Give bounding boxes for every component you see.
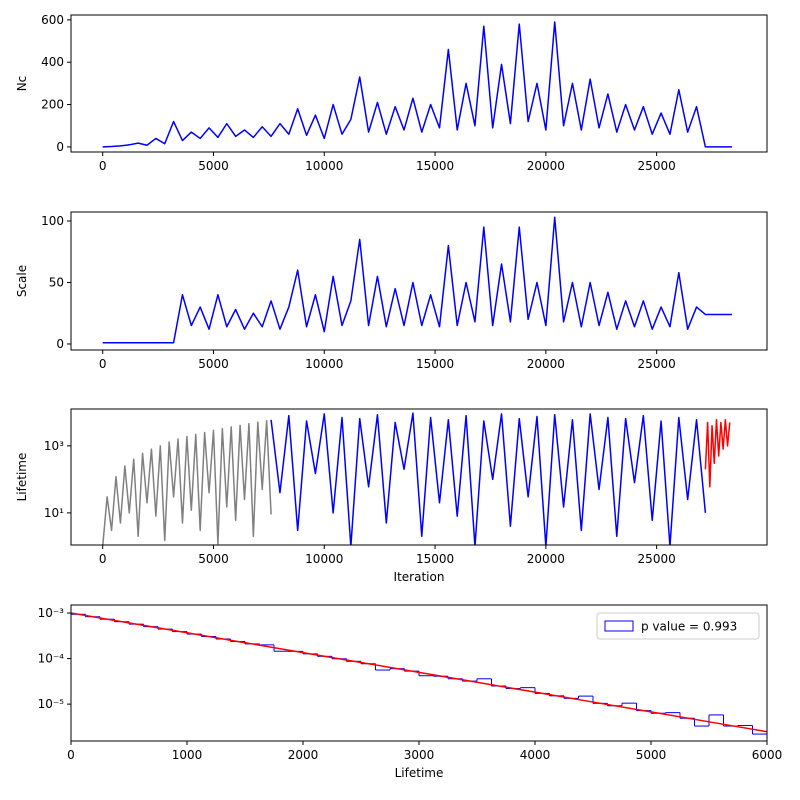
x-tick-label: 25000	[638, 159, 676, 173]
subplot: 0 5000 10000 15000 20000 25000 0 50 100 Scale	[15, 211, 768, 371]
plot-area	[71, 612, 767, 741]
x-tick-label: 25000	[638, 357, 676, 371]
series-line	[270, 412, 707, 545]
plot-area	[102, 412, 731, 545]
axes-frame	[70, 408, 768, 546]
x-tick-label: 15000	[416, 552, 454, 566]
x-tick-label: 15000	[416, 357, 454, 371]
legend: p value = 0.993	[596, 612, 760, 640]
series-line	[102, 21, 732, 148]
x-axis-label: Iteration	[394, 570, 445, 584]
axes-frame	[70, 14, 768, 153]
x-tick-label: 0	[99, 552, 107, 566]
x-tick-label: 5000	[198, 552, 229, 566]
plot-area	[102, 21, 732, 148]
series-line	[102, 420, 272, 545]
x-tick-label: 0	[99, 357, 107, 371]
y-tick-label: 0	[56, 140, 64, 154]
x-tick-label: 5000	[636, 748, 667, 762]
y-axis-label: Nc	[15, 76, 29, 92]
y-tick-label: 50	[49, 275, 64, 289]
series-line	[704, 419, 731, 488]
subplot: 0 5000 10000 15000 20000 25000 10¹ 10³ Lifetime I…	[15, 408, 768, 584]
y-tick-label: 400	[41, 55, 64, 69]
x-tick-label: 20000	[527, 357, 565, 371]
x-tick-label: 5000	[198, 159, 229, 173]
x-tick-label: 0	[67, 748, 75, 762]
series-line	[102, 216, 732, 344]
legend-label: p value = 0.993	[641, 620, 737, 634]
axes-frame	[70, 604, 768, 742]
x-axis-label: Lifetime	[395, 766, 444, 780]
x-tick-label: 1000	[172, 748, 203, 762]
x-tick-label: 4000	[520, 748, 551, 762]
y-tick-label: 10³	[44, 439, 64, 453]
y-tick-label: 600	[41, 13, 64, 27]
x-tick-label: 5000	[198, 357, 229, 371]
y-axis-label: Scale	[15, 265, 29, 297]
x-tick-label: 20000	[527, 552, 565, 566]
subplot: 0 5000 10000 15000 20000 25000 0 200 400 600 Nc	[15, 13, 768, 173]
y-tick-label: 10⁻⁴	[38, 652, 65, 666]
x-tick-label: 15000	[416, 159, 454, 173]
y-tick-label: 10¹	[44, 506, 64, 520]
y-tick-label: 0	[56, 337, 64, 351]
y-tick-label: 200	[41, 98, 64, 112]
x-tick-label: 20000	[527, 159, 565, 173]
x-tick-label: 3000	[404, 748, 435, 762]
axes-frame	[70, 211, 768, 351]
legend-frame	[596, 612, 760, 640]
fit-line	[71, 612, 767, 733]
y-axis-label: Lifetime	[15, 453, 29, 502]
y-tick-label: 10⁻³	[38, 606, 65, 620]
y-tick-label: 10⁻⁵	[38, 697, 65, 711]
x-tick-label: 10000	[305, 159, 343, 173]
x-tick-label: 10000	[305, 357, 343, 371]
x-tick-label: 6000	[752, 748, 783, 762]
x-tick-label: 10000	[305, 552, 343, 566]
x-tick-label: 0	[99, 159, 107, 173]
x-tick-label: 25000	[638, 552, 676, 566]
subplot: 0 1000 2000 3000 4000 5000 6000 10⁻⁵ 10⁻⁴ 10⁻³ Lif…	[38, 604, 783, 780]
y-tick-label: 100	[41, 214, 64, 228]
plot-area	[102, 216, 732, 344]
x-tick-label: 2000	[288, 748, 319, 762]
legend-swatch	[604, 620, 634, 632]
